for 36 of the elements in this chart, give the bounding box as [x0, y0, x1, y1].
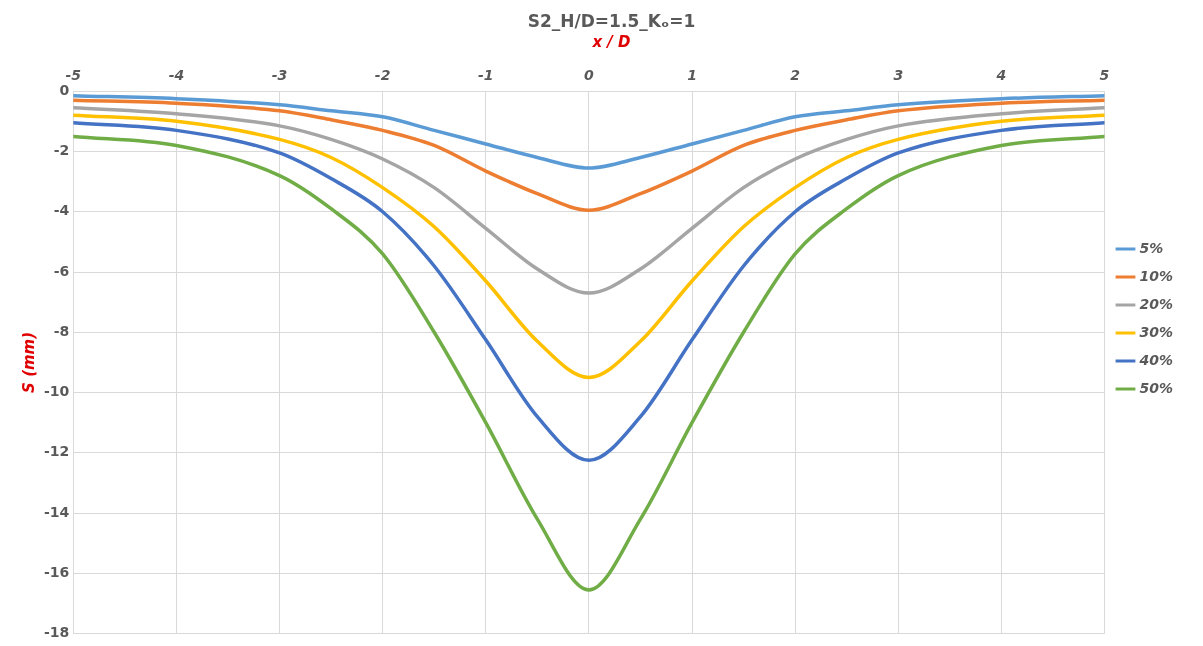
- x-tick-label: -2: [374, 67, 391, 84]
- legend-label: 5%: [1139, 239, 1164, 256]
- x-tick-label: -4: [168, 67, 185, 84]
- legend-label: 30%: [1139, 323, 1174, 340]
- line-series: [73, 134, 1105, 592]
- y-axis-title: S (mm): [19, 331, 38, 393]
- y-tick-label: 0: [59, 81, 70, 98]
- line-series: [73, 113, 1105, 380]
- line-series: [73, 93, 1105, 170]
- x-tick-label: 3: [893, 67, 904, 84]
- x-tick-label: -5: [65, 67, 82, 84]
- x-tick-label: -3: [271, 67, 288, 84]
- legend-label: 20%: [1139, 295, 1174, 312]
- x-tick-label: 2: [790, 67, 801, 84]
- y-tick-label: -2: [53, 142, 70, 159]
- legend-label: 50%: [1139, 379, 1174, 396]
- x-tick-label: -1: [477, 67, 494, 84]
- legend-label: 40%: [1138, 351, 1174, 368]
- y-tick-label: -4: [53, 202, 70, 219]
- x-tick-label: 0: [584, 67, 595, 84]
- x-tick-label: 4: [995, 67, 1007, 84]
- y-tick-label: -14: [44, 503, 70, 520]
- x-tick-label: 1: [687, 67, 697, 84]
- line-series: [73, 106, 1105, 295]
- y-tick-label: -18: [44, 624, 70, 641]
- y-tick-label: -10: [44, 383, 70, 400]
- y-tick-label: -12: [44, 443, 70, 460]
- x-axis-title: x / D: [591, 33, 631, 52]
- x-tick-label: 5: [1099, 67, 1110, 84]
- chart-title: S2_H/D=1.5_Kₒ=1: [527, 10, 696, 31]
- y-tick-label: -6: [53, 262, 70, 279]
- line-series: [73, 98, 1105, 212]
- y-tick-label: -8: [53, 322, 70, 339]
- y-tick-label: -16: [44, 563, 70, 580]
- legend-label: 10%: [1139, 267, 1174, 284]
- line-series: [73, 121, 1105, 463]
